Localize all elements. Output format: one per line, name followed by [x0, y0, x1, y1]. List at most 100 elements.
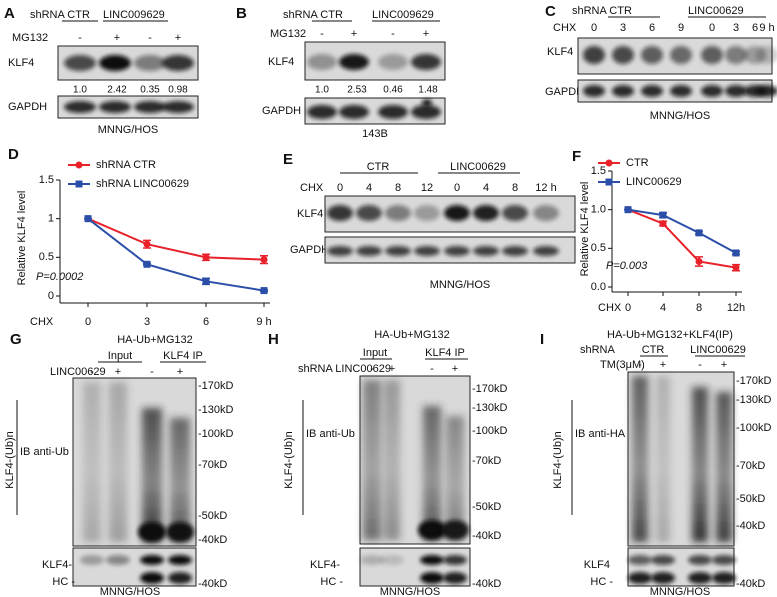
label: + — [177, 366, 183, 378]
band — [441, 520, 469, 540]
label: -130kD — [736, 394, 772, 406]
band — [327, 205, 353, 221]
band — [414, 246, 440, 256]
y-tick-label: 1.5 — [39, 174, 54, 186]
band — [473, 205, 499, 221]
band — [420, 572, 444, 584]
band — [712, 572, 736, 584]
legend-marker — [75, 161, 83, 169]
label: 0 — [709, 22, 715, 34]
label: GAPDH — [8, 101, 47, 113]
label: 3 — [733, 22, 739, 34]
smear — [109, 382, 127, 542]
label: LINC00629 — [688, 5, 744, 17]
label: 8 — [512, 182, 518, 194]
label: + — [452, 363, 458, 375]
panel-letter: D — [8, 146, 19, 163]
band — [502, 205, 528, 221]
data-point — [202, 253, 210, 261]
label: -40kD — [198, 578, 227, 590]
band — [444, 205, 470, 221]
label: GAPDH — [290, 244, 329, 256]
label: 2.53 — [347, 85, 367, 96]
label: MNNG/HOS — [650, 586, 711, 597]
band — [106, 555, 130, 565]
y-tick-label: 1 — [48, 213, 54, 225]
label: shRNA LINC00629 — [298, 363, 391, 375]
band — [134, 101, 166, 113]
label: -50kD — [472, 501, 501, 513]
band — [140, 555, 164, 565]
data-point — [695, 229, 703, 237]
label: KLF4 — [268, 56, 294, 68]
label: MNNG/HOS — [650, 110, 711, 122]
label: TM(3μM) — [600, 359, 645, 371]
band — [356, 205, 382, 221]
label: HC - — [320, 576, 343, 588]
band — [612, 85, 634, 97]
band — [583, 85, 605, 97]
band — [725, 46, 747, 64]
data-point — [732, 264, 740, 272]
band — [411, 105, 441, 119]
label: + — [423, 28, 429, 40]
x-tick-label: 0 — [625, 302, 631, 314]
label: 1.0 — [315, 85, 329, 96]
label: shRNA — [580, 344, 616, 356]
band — [670, 46, 692, 64]
band — [756, 85, 777, 97]
label: HA-Ub+MG132 — [117, 334, 193, 346]
label: KLF4 IP — [425, 347, 465, 359]
data-point — [260, 287, 268, 295]
label: 6 — [752, 22, 758, 34]
label: 2.42 — [107, 85, 127, 96]
band — [378, 54, 408, 70]
band — [612, 46, 634, 64]
label: GAPDH — [545, 86, 584, 98]
y-tick-label: 1.0 — [591, 204, 606, 216]
band — [307, 105, 337, 119]
band — [533, 246, 559, 256]
legend-marker — [605, 159, 613, 167]
smear — [423, 406, 441, 540]
x-tick-label: 3 — [144, 316, 150, 328]
label: 12 — [421, 182, 433, 194]
panel-letter: F — [572, 148, 581, 165]
label: -130kD — [472, 402, 508, 414]
label: -40kD — [472, 530, 501, 542]
label: 0.35 — [140, 85, 160, 96]
smear — [83, 382, 101, 542]
band — [138, 522, 166, 542]
label: Input — [108, 350, 132, 362]
band — [166, 522, 194, 542]
band — [641, 85, 663, 97]
band — [443, 555, 467, 565]
band — [756, 46, 777, 64]
label: 9 — [678, 22, 684, 34]
label: MNNG/HOS — [100, 586, 161, 597]
band — [641, 46, 663, 64]
band — [583, 46, 605, 64]
label: - — [698, 359, 702, 371]
band — [64, 101, 96, 113]
label: -70kD — [198, 459, 227, 471]
band — [168, 572, 192, 584]
band — [99, 55, 131, 71]
smear — [692, 387, 708, 542]
label: MNNG/HOS — [98, 124, 159, 136]
x-tick-label: 8 — [696, 302, 702, 314]
label: HC - — [590, 576, 613, 588]
panel-letter: C — [545, 3, 556, 20]
label: -40kD — [472, 578, 501, 590]
label: 1.48 — [418, 85, 438, 96]
label: LINC009629 — [103, 9, 165, 21]
band — [533, 205, 559, 221]
band — [502, 246, 528, 256]
legend-label: shRNA CTR — [96, 159, 156, 171]
label: 8 — [395, 182, 401, 194]
smear — [656, 376, 670, 542]
smear — [384, 380, 400, 540]
panel-letter: B — [236, 5, 247, 22]
band — [628, 555, 652, 565]
